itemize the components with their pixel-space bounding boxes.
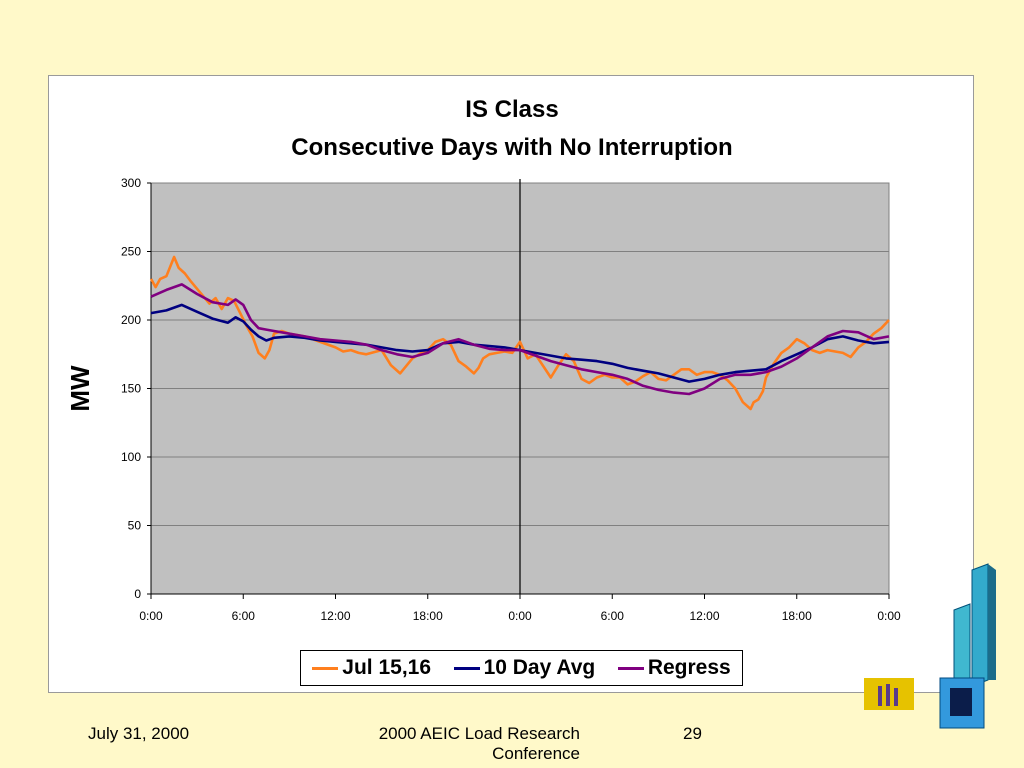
x-tick-label: 12:00 [689,609,719,623]
y-axis-label: MW [65,365,95,412]
legend-label-avg: 10 Day Avg [483,656,596,679]
series-lines [149,255,890,411]
x-tick-label: 12:00 [320,609,350,623]
y-tick-label: 100 [121,450,141,464]
footer-date: July 31, 2000 [88,724,190,743]
y-tick-label: 300 [121,176,141,190]
y-tick-label: 150 [121,382,141,396]
y-tick-label: 250 [121,245,141,259]
legend-item-avg: 10 Day Avg [453,656,596,680]
x-tick-label: 6:00 [601,609,625,623]
chart-title: IS Class [465,96,559,123]
x-tick-label: 0:00 [139,609,163,623]
y-axis-ticks: 0 50 100 150 200 250 300 [121,176,151,601]
footer-conference: 2000 AEIC Load Research Conference [378,724,580,763]
x-tick-label: 0:00 [877,609,901,623]
x-tick-label: 6:00 [232,609,256,623]
x-tick-label: 0:00 [508,609,532,623]
y-tick-label: 200 [121,313,141,327]
chart-subtitle: Consecutive Days with No Interruption [291,134,733,161]
legend-item-regress: Regress [617,656,731,680]
legend-swatch-regress [617,666,644,670]
legend-item-jul: Jul 15,16 [312,656,431,680]
chart-legend: Jul 15,16 10 Day Avg Regress [300,650,743,686]
y-tick-label: 50 [128,519,142,533]
legend-label-jul: Jul 15,16 [342,656,432,679]
x-tick-label: 18:00 [782,609,812,623]
legend-swatch-jul [312,666,339,670]
legend-swatch-avg [453,666,480,670]
series-line-10-day-avg [150,303,890,383]
x-axis-ticks: 0:00 6:00 12:00 18:00 0:00 6:00 12:00 18:00 0:00 [139,594,901,623]
x-tick-label: 18:00 [413,609,443,623]
legend-label-regress: Regress [647,656,731,679]
decorative-blocks-graphic [864,563,996,729]
y-tick-label: 0 [134,587,141,601]
series-line-regress [150,283,890,396]
page-number: 29 [683,724,702,743]
chart-panel: IS Class Consecutive Days with No Interr… [48,75,974,693]
